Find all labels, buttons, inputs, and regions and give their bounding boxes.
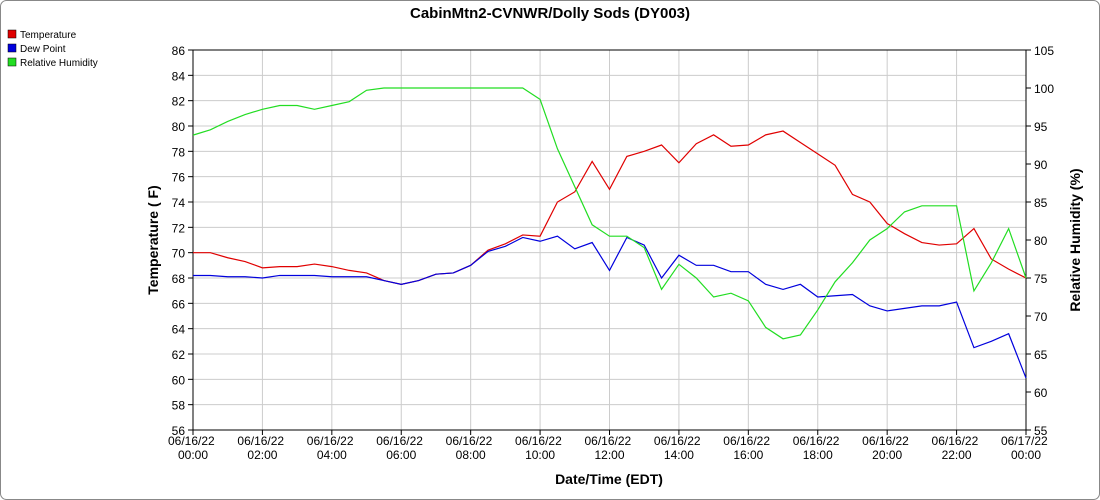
y-tick-label: 60 — [172, 373, 186, 387]
legend-label: Relative Humidity — [20, 58, 98, 69]
y-tick-label: 76 — [172, 171, 186, 185]
x-tick-label: 06/16/22 22:00 — [932, 434, 982, 462]
y-axis-label: Temperature ( F) — [145, 185, 161, 294]
y-tick-label: 78 — [172, 145, 186, 159]
y2-tick-label: 60 — [1034, 386, 1048, 400]
x-tick-label: 06/16/22 16:00 — [723, 434, 773, 462]
legend-label: Dew Point — [20, 44, 66, 55]
x-axis-label: Date/Time (EDT) — [555, 471, 663, 487]
x-tick-label: 06/16/22 02:00 — [237, 434, 287, 462]
y2-tick-label: 105 — [1034, 44, 1054, 58]
series-line — [192, 87, 1027, 340]
x-tick-label: 06/17/22 00:00 — [1001, 434, 1051, 462]
y2-tick-label: 95 — [1034, 120, 1048, 134]
y-tick-label: 80 — [172, 120, 186, 134]
plot-area — [192, 49, 1027, 431]
y-tick-label: 72 — [172, 221, 186, 235]
y2-tick-label: 80 — [1034, 234, 1048, 248]
y-tick-label: 70 — [172, 247, 186, 261]
y-tick-label: 86 — [172, 44, 186, 58]
x-tick-label: 06/16/22 08:00 — [446, 434, 496, 462]
y2-tick-label: 85 — [1034, 196, 1048, 210]
y2-tick-label: 100 — [1034, 82, 1054, 96]
y-tick-label: 66 — [172, 297, 186, 311]
x-tick-label: 06/16/22 06:00 — [376, 434, 426, 462]
y-tick-label: 84 — [172, 69, 186, 83]
series-line — [193, 130, 1027, 285]
x-tick-label: 06/16/22 10:00 — [515, 434, 565, 462]
x-tick-label: 06/16/22 14:00 — [654, 434, 704, 462]
legend-swatch — [7, 29, 17, 39]
y2-tick-label: 90 — [1034, 158, 1048, 172]
x-tick-label: 06/16/22 04:00 — [307, 434, 357, 462]
y-tick-label: 74 — [172, 196, 186, 210]
y-tick-label: 68 — [172, 272, 186, 286]
chart-title: CabinMtn2-CVNWR/Dolly Sods (DY003) — [410, 5, 690, 22]
y-tick-label: 56 — [172, 424, 186, 438]
y-tick-label: 62 — [172, 348, 186, 362]
legend-label: Temperature — [20, 30, 77, 41]
y2-tick-label: 70 — [1034, 310, 1048, 324]
legend-swatch — [7, 57, 17, 67]
x-tick-label: 06/16/22 20:00 — [862, 434, 912, 462]
y2-tick-label: 65 — [1034, 348, 1048, 362]
y2-tick-label: 75 — [1034, 272, 1048, 286]
legend-swatch — [7, 43, 17, 53]
x-tick-label: 06/16/22 00:00 — [168, 434, 218, 462]
y-tick-label: 82 — [172, 95, 186, 109]
y2-tick-label: 55 — [1034, 424, 1048, 438]
x-tick-label: 06/16/22 18:00 — [793, 434, 843, 462]
series-line — [193, 235, 1027, 379]
y-tick-label: 64 — [172, 323, 186, 337]
x-tick-label: 06/16/22 12:00 — [584, 434, 634, 462]
y-tick-label: 58 — [172, 399, 186, 413]
y2-axis-label: Relative Humidity (%) — [1067, 168, 1083, 311]
